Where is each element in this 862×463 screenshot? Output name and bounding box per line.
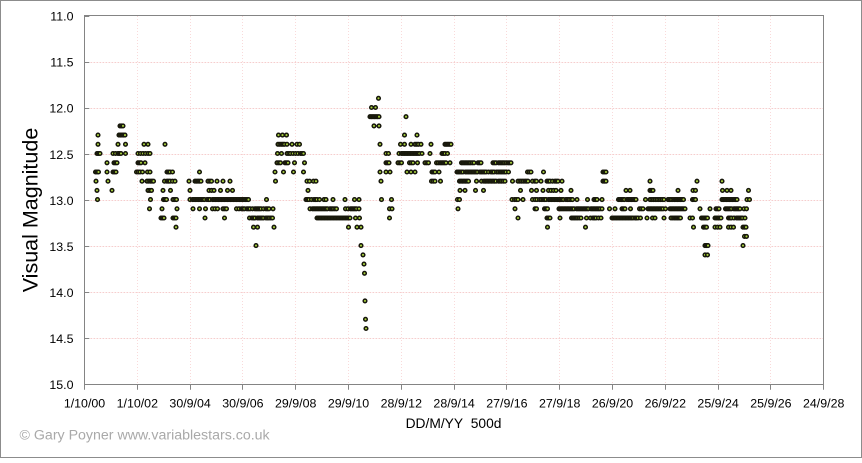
svg-text:29/9/10: 29/9/10 xyxy=(328,397,369,411)
svg-text:26/9/20: 26/9/20 xyxy=(592,397,633,411)
svg-text:15.0: 15.0 xyxy=(49,378,73,392)
svg-text:1/10/02: 1/10/02 xyxy=(117,397,158,411)
svg-text:28/9/14: 28/9/14 xyxy=(433,397,474,411)
svg-text:30/9/06: 30/9/06 xyxy=(222,397,263,411)
svg-text:13.0: 13.0 xyxy=(49,194,73,208)
svg-text:11.0: 11.0 xyxy=(50,10,73,24)
svg-text:11.5: 11.5 xyxy=(50,56,73,70)
svg-text:14.5: 14.5 xyxy=(49,332,73,346)
svg-text:25/9/26: 25/9/26 xyxy=(750,397,791,411)
svg-text:26/9/22: 26/9/22 xyxy=(645,397,686,411)
svg-text:Visual Magnitude: Visual Magnitude xyxy=(19,128,43,293)
svg-text:24/9/28: 24/9/28 xyxy=(803,397,844,411)
svg-text:27/9/18: 27/9/18 xyxy=(539,397,580,411)
svg-text:DD/M/YY 500d: DD/M/YY 500d xyxy=(406,416,502,431)
svg-text:13.5: 13.5 xyxy=(49,240,73,254)
svg-text:25/9/24: 25/9/24 xyxy=(697,397,738,411)
svg-text:1/10/00: 1/10/00 xyxy=(64,397,105,411)
svg-text:29/9/08: 29/9/08 xyxy=(275,397,316,411)
svg-text:14.0: 14.0 xyxy=(49,286,73,300)
svg-text:30/9/04: 30/9/04 xyxy=(169,397,210,411)
svg-text:12.5: 12.5 xyxy=(49,148,73,162)
svg-text:28/9/12: 28/9/12 xyxy=(381,397,422,411)
svg-text:© Gary Poyner www.variablestar: © Gary Poyner www.variablestars.co.uk xyxy=(20,428,271,444)
svg-text:12.0: 12.0 xyxy=(49,102,73,116)
svg-text:27/9/16: 27/9/16 xyxy=(486,397,527,411)
